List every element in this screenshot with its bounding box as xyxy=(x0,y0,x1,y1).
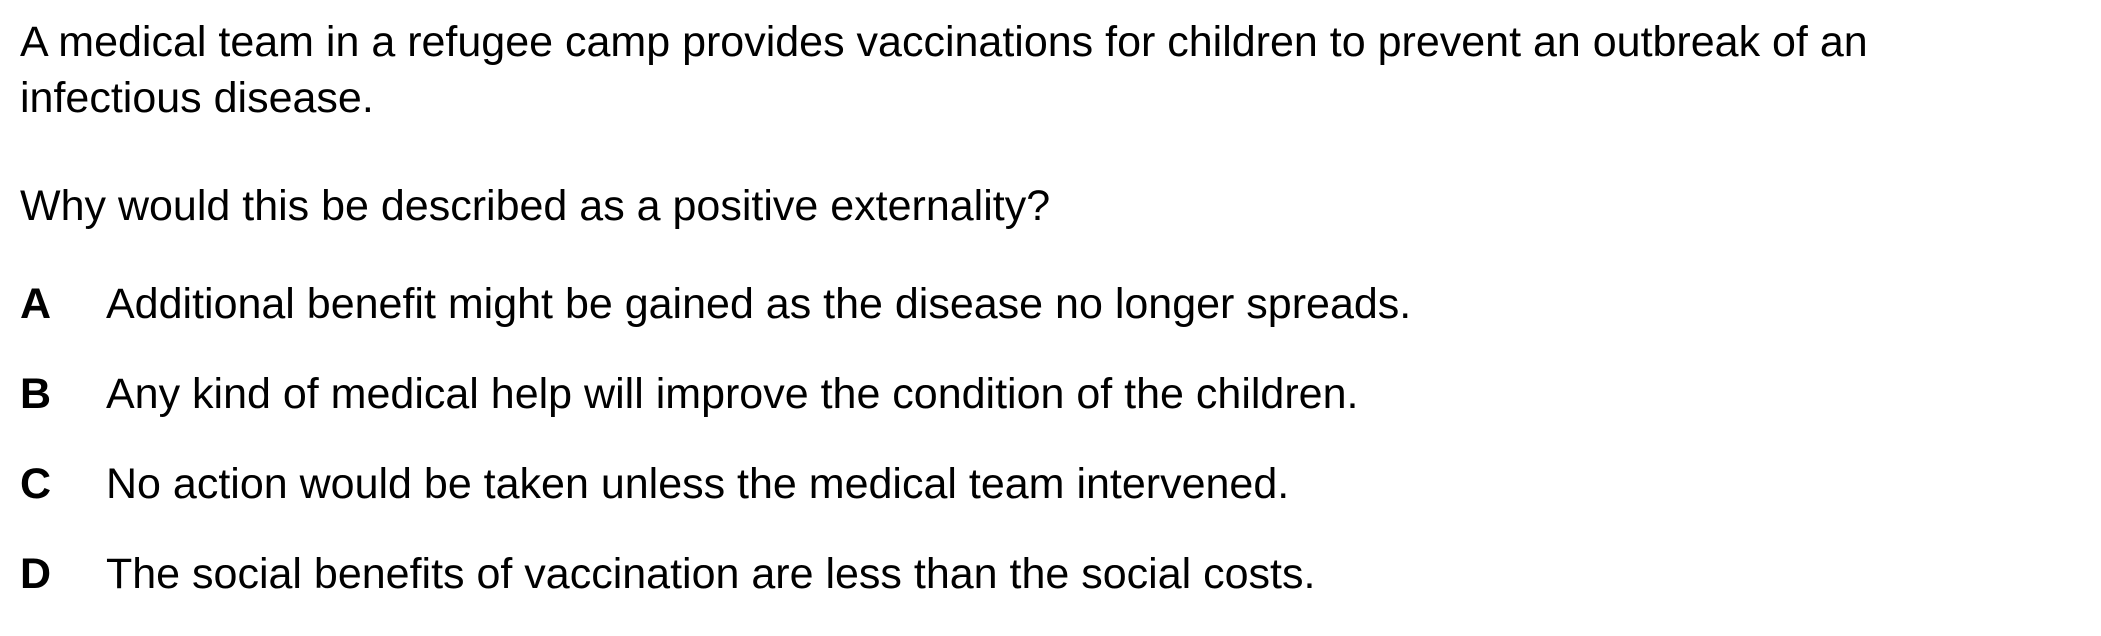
option-text: Any kind of medical help will improve th… xyxy=(106,370,1359,418)
option-letter: C xyxy=(20,460,52,508)
option-text: Additional benefit might be gained as th… xyxy=(106,280,1412,328)
answer-options: A Additional benefit might be gained as … xyxy=(20,276,1411,636)
option-text: The social benefits of vaccination are l… xyxy=(106,550,1316,598)
option-a: A Additional benefit might be gained as … xyxy=(20,276,1411,366)
option-text: No action would be taken unless the medi… xyxy=(106,460,1290,508)
question-block: A medical team in a refugee camp provide… xyxy=(20,14,2080,598)
option-letter: B xyxy=(20,370,52,418)
option-letter: D xyxy=(20,550,52,598)
question-stem: A medical team in a refugee camp provide… xyxy=(20,14,2080,126)
option-c: C No action would be taken unless the me… xyxy=(20,456,1411,546)
option-d: D The social benefits of vaccination are… xyxy=(20,546,1411,636)
option-letter: A xyxy=(20,280,52,328)
question-prompt: Why would this be described as a positiv… xyxy=(20,182,1051,230)
question-stem-line-1: A medical team in a refugee camp provide… xyxy=(20,18,1868,66)
question-stem-line-2: infectious disease. xyxy=(20,74,374,122)
option-b: B Any kind of medical help will improve … xyxy=(20,366,1411,456)
